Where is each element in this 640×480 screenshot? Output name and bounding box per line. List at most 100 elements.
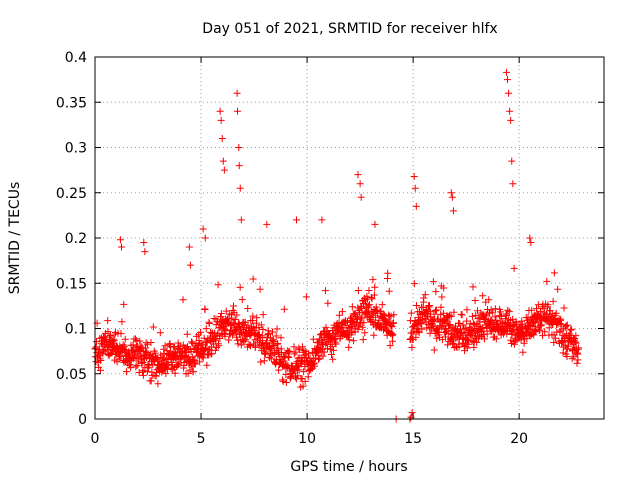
data-point <box>126 361 134 369</box>
data-point <box>371 283 379 291</box>
data-point <box>187 338 195 346</box>
data-point <box>219 157 227 165</box>
y-tick-label: 0.05 <box>56 367 87 383</box>
data-point <box>257 321 265 329</box>
data-point <box>507 116 515 124</box>
data-point <box>412 202 420 210</box>
data-point <box>410 172 418 180</box>
data-point <box>560 304 568 312</box>
y-axis-label: SRMTID / TECUs <box>7 182 23 295</box>
data-point <box>234 107 242 115</box>
data-point <box>279 377 287 385</box>
data-point <box>195 336 203 344</box>
data-point <box>147 377 155 385</box>
data-point <box>111 330 119 338</box>
data-point <box>199 225 207 233</box>
data-point <box>256 285 264 293</box>
data-point <box>191 360 199 368</box>
data-point <box>156 329 164 337</box>
data-point <box>221 332 229 340</box>
data-point <box>212 336 220 344</box>
data-point <box>324 299 332 307</box>
data-point <box>425 302 433 310</box>
x-axis-label: GPS time / hours <box>290 459 407 475</box>
data-point <box>104 328 112 336</box>
data-point <box>286 347 294 355</box>
data-point <box>563 352 571 360</box>
axis-ticks: 0 0.05 0.1 0.15 0.2 0.25 0.3 0.35 0.4 0 5 10 15 20 <box>56 50 604 447</box>
data-point <box>455 335 463 343</box>
data-point <box>567 326 575 334</box>
data-point <box>449 207 457 215</box>
data-point <box>354 171 362 179</box>
x-tick-label: 20 <box>510 431 528 447</box>
data-point <box>571 334 579 342</box>
data-point <box>237 216 245 224</box>
data-point <box>430 346 438 354</box>
data-point <box>327 351 335 359</box>
data-point <box>552 309 560 317</box>
data-point <box>233 89 241 97</box>
data-point <box>372 313 380 321</box>
data-point <box>138 359 146 367</box>
data-point <box>483 330 491 338</box>
data-point <box>167 364 175 372</box>
data-point <box>379 310 387 318</box>
data-point <box>497 312 505 320</box>
data-point <box>205 320 213 328</box>
data-point <box>525 321 533 329</box>
data-point <box>506 107 514 115</box>
data-point <box>559 338 567 346</box>
data-point <box>356 308 364 316</box>
data-point <box>249 312 257 320</box>
data-point <box>96 355 104 363</box>
data-point <box>149 323 157 331</box>
data-point <box>485 296 493 304</box>
data-point <box>265 330 273 338</box>
data-point <box>125 348 133 356</box>
data-point <box>375 316 383 324</box>
data-point <box>122 368 130 376</box>
data-point <box>465 340 473 348</box>
data-point <box>228 314 236 322</box>
data-point <box>561 333 569 341</box>
data-point <box>451 322 459 330</box>
data-point <box>486 309 494 317</box>
data-point <box>133 337 141 345</box>
data-point <box>438 293 446 301</box>
data-point <box>365 286 373 294</box>
data-point <box>345 343 353 351</box>
data-point <box>407 309 415 317</box>
data-point <box>171 353 179 361</box>
data-point <box>509 180 517 188</box>
data-point <box>570 353 578 361</box>
data-point <box>508 157 516 165</box>
data-point <box>220 166 228 174</box>
data-point <box>292 348 300 356</box>
data-point <box>222 307 230 315</box>
data-point <box>469 283 477 291</box>
data-point <box>143 368 151 376</box>
data-point <box>364 309 372 317</box>
data-point <box>389 330 397 338</box>
data-point <box>408 409 416 417</box>
data-point <box>463 344 471 352</box>
data-point <box>368 295 376 303</box>
data-point <box>280 357 288 365</box>
data-point <box>354 287 362 295</box>
data-point <box>417 319 425 327</box>
x-tick-label: 0 <box>91 431 100 447</box>
data-point <box>520 339 528 347</box>
data-point <box>145 362 153 370</box>
data-point <box>320 348 328 356</box>
data-point <box>233 327 241 335</box>
data-point <box>295 366 303 374</box>
data-point <box>502 68 510 76</box>
data-point <box>106 333 114 341</box>
data-point <box>321 287 329 295</box>
data-point <box>158 354 166 362</box>
data-point <box>563 321 571 329</box>
data-point <box>319 352 327 360</box>
data-point <box>429 278 437 286</box>
data-point <box>265 353 273 361</box>
